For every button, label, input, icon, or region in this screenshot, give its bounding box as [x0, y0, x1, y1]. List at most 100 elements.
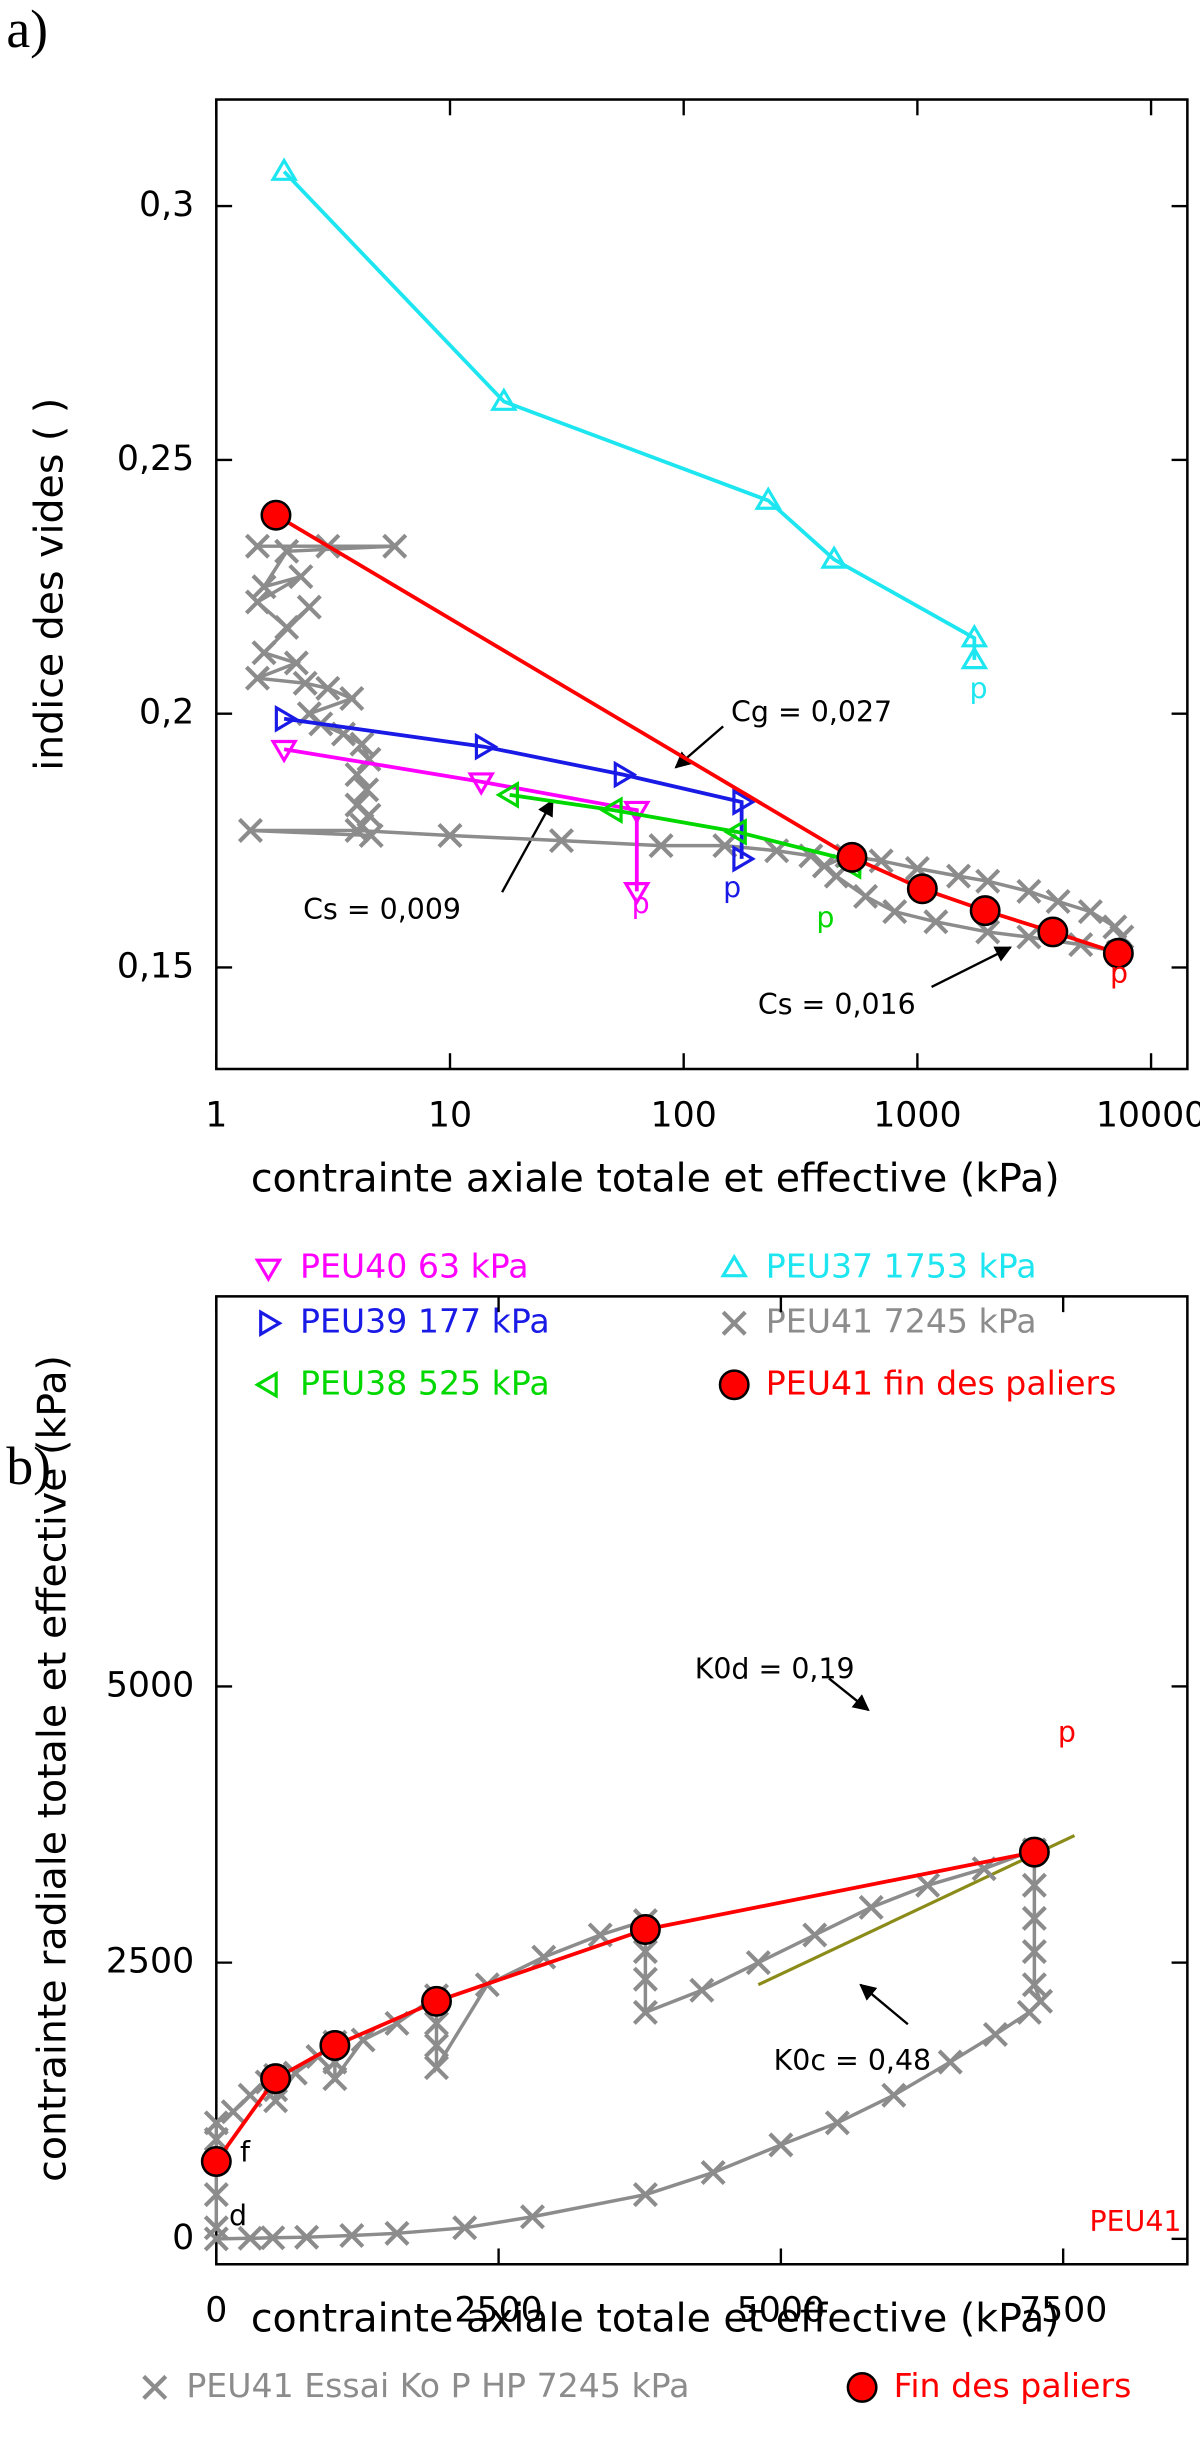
- data-point: [519, 2204, 545, 2230]
- legend-label: Fin des paliers: [894, 2366, 1132, 2405]
- x-tick-label: 7500: [1019, 2291, 1107, 2331]
- annotation: p: [816, 901, 834, 934]
- legend-label: PEU41 fin des paliers: [766, 1363, 1117, 1402]
- series-line: [282, 170, 977, 660]
- annotation: p: [969, 672, 987, 705]
- y-tick-label: 0,15: [117, 946, 194, 986]
- data-point: [382, 533, 408, 559]
- legend-marker: [846, 2371, 878, 2403]
- data-point: [288, 564, 314, 590]
- data-point: [344, 762, 370, 788]
- data-point: [836, 841, 868, 873]
- data-point: [732, 845, 756, 873]
- data-point: [937, 2049, 963, 2075]
- legend-marker: [142, 2374, 168, 2400]
- data-point: [384, 2220, 410, 2246]
- data-point: [700, 2160, 726, 2186]
- data-point: [632, 1999, 658, 2025]
- data-point: [1016, 924, 1042, 950]
- data-point: [356, 746, 382, 772]
- legend-label: PEU41 7245 kPa: [766, 1302, 1037, 1341]
- data-point: [1021, 1939, 1047, 1965]
- data-point: [613, 760, 638, 789]
- data-point: [632, 2182, 658, 2208]
- arrow: [828, 1677, 870, 1712]
- x-tick-label: 10: [428, 1095, 472, 1135]
- data-point: [270, 157, 298, 181]
- y-tick-label: 0: [172, 2218, 194, 2258]
- data-point: [292, 670, 318, 696]
- series-line: [250, 544, 1124, 955]
- data-point: [1018, 1836, 1050, 1868]
- data-point: [437, 823, 463, 849]
- arrow: [931, 946, 1013, 988]
- data-point: [923, 909, 949, 935]
- data-point: [824, 2110, 850, 2136]
- y-tick-label: 0,25: [117, 439, 194, 479]
- legend-label: PEU41 Essai Ko P HP 7245 kPa: [186, 2366, 689, 2405]
- arrow: [859, 1983, 909, 2026]
- data-point: [882, 899, 908, 925]
- data-point: [358, 823, 384, 849]
- x-tick-label: 0: [205, 2291, 227, 2331]
- data-point: [768, 2132, 794, 2158]
- legend-label: PEU37 1753 kPa: [766, 1246, 1037, 1285]
- data-point: [423, 2032, 450, 2059]
- data-point: [270, 739, 298, 764]
- data-point: [632, 1966, 658, 1992]
- annotation: p: [1058, 1716, 1076, 1749]
- data-point: [599, 796, 623, 824]
- data-point: [632, 1939, 658, 1965]
- data-point: [960, 645, 989, 670]
- annotation: Cs = 0,016: [758, 988, 916, 1021]
- data-point: [421, 1985, 452, 2017]
- data-point: [319, 2030, 351, 2061]
- data-point: [982, 2021, 1008, 2047]
- data-point: [1016, 878, 1042, 904]
- data-point: [531, 1944, 557, 1970]
- data-point: [350, 2027, 376, 2053]
- data-point: [200, 2146, 232, 2177]
- series-line: [283, 747, 639, 892]
- data-point: [251, 640, 277, 666]
- data-point: [251, 574, 277, 600]
- data-point: [712, 833, 738, 859]
- data-point: [820, 545, 848, 569]
- legend-marker: [254, 1370, 278, 1399]
- annotation: Cg = 0,027: [731, 696, 892, 729]
- data-point: [294, 2224, 320, 2250]
- annotation: p: [632, 887, 650, 920]
- x-tick-label: 1: [205, 1095, 227, 1135]
- data-point: [495, 781, 519, 809]
- data-point: [853, 883, 879, 909]
- data-point: [203, 2215, 229, 2241]
- data-point: [349, 731, 375, 757]
- data-point: [1102, 937, 1134, 969]
- annotation: PEU41: [1089, 2205, 1181, 2238]
- data-point: [946, 863, 972, 889]
- annotation: Cs = 0,009: [303, 893, 461, 926]
- data-point: [203, 2110, 229, 2136]
- data-point: [745, 1950, 771, 1976]
- data-point: [802, 1922, 828, 1948]
- annotation: p: [1110, 956, 1128, 989]
- data-point: [354, 777, 380, 803]
- data-point: [423, 2055, 450, 2081]
- data-point: [339, 685, 365, 711]
- data-point: [1016, 1999, 1042, 2025]
- data-point: [1077, 899, 1103, 925]
- data-point: [237, 2225, 263, 2251]
- data-point: [1021, 1905, 1047, 1931]
- data-point: [548, 828, 575, 854]
- data-point: [881, 2082, 907, 2108]
- series-line: [283, 716, 744, 859]
- data-point: [260, 2063, 292, 2095]
- data-point: [969, 895, 1001, 927]
- data-point: [723, 818, 747, 846]
- data-point: [1021, 1972, 1047, 1998]
- data-point: [296, 594, 322, 620]
- data-point: [244, 533, 270, 559]
- data-point: [344, 817, 370, 843]
